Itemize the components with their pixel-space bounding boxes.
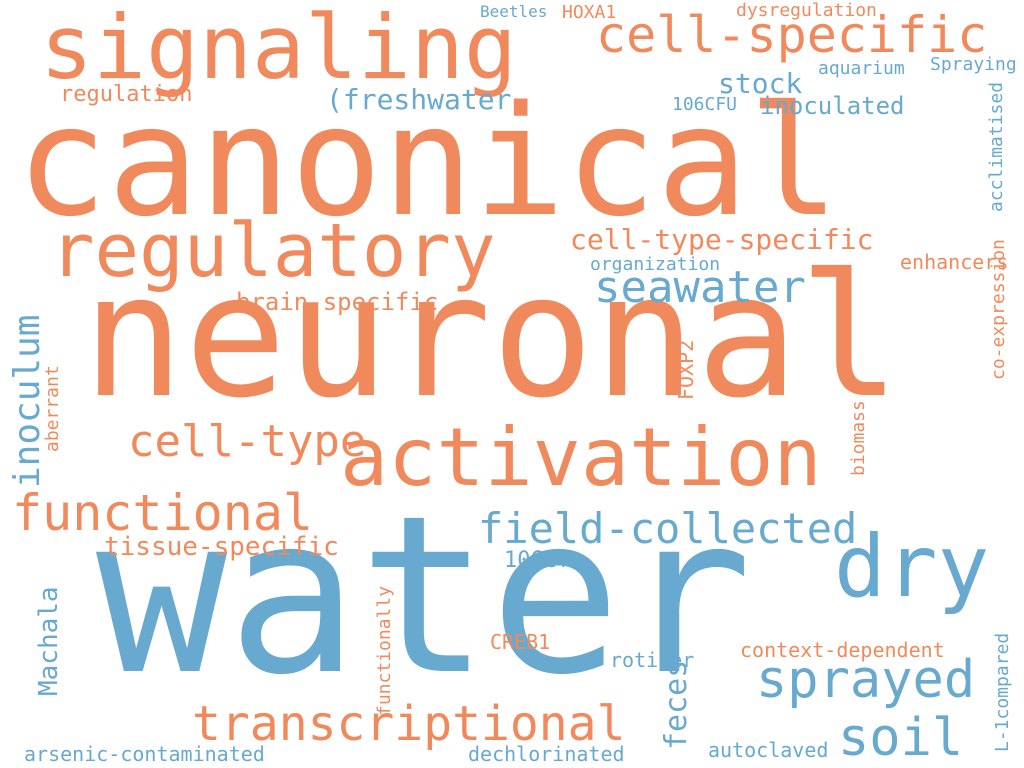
word-feces: feces [659,659,694,750]
word-machala: Machala [34,586,64,696]
word-hoxa1: HOXA1 [562,2,617,23]
word-functional: functional [12,484,314,542]
word-co-expression: biomass [848,400,869,476]
word-beetles: Beetles [480,2,548,21]
word-soil: soil [838,708,964,768]
word-dry: dry [834,517,990,617]
word-spraying: Spraying [930,54,1017,75]
word-dechlorinated: dechlorinated [468,742,625,766]
word-regulation: regulation [60,82,193,107]
word-inoculated: inoculated [760,92,905,120]
word-signaling: signaling [40,0,517,99]
word-context-dependent: context-dependent [740,638,945,662]
word-brain-specific: brain-specific [236,288,439,316]
word-cell-specific: cell-specific [596,6,988,64]
word-enhancers: enhancers [900,250,1009,274]
word-sprayed: sprayed [756,650,976,710]
word-cell-type-specific: cell-type-specific [570,223,874,256]
word-rotifer: rotifer [610,648,695,672]
word-dysregulation: dysregulation [736,0,877,21]
word-106cfu-upper: 106CFU [672,94,738,115]
word-acclimatised: acclimatised [986,81,1007,212]
word-l-1compared: L-1compared [992,632,1013,752]
word-arsenic-contaminated: arsenic-contaminated [24,742,265,766]
word-stock: stock [718,67,803,100]
word-functionally: functionally [374,585,395,716]
word-canonical: canonical [16,73,840,250]
word-foxp2: FOXP2 [674,339,698,400]
word-seawater: seawater [594,262,806,313]
word-activation: activation [340,411,822,504]
word-aberrant: aberrant [42,365,63,452]
word-aquarium: aquarium [818,58,905,79]
word-freshwater: (freshwater [326,83,512,116]
word-regulatory: regulatory [50,208,496,294]
word-biomass: organization [590,254,721,275]
word-water: water [96,470,753,723]
word-106cfu: 106cfu [504,548,584,573]
word-creb1: CREB1 [490,630,551,654]
word-neuronal: neuronal [82,238,901,436]
word-autoclaved: autoclaved [708,738,829,762]
word-tissue-specific: tissue-specific [104,532,339,562]
word-transcriptional: transcriptional [192,696,626,752]
word-field-collected: field-collected [478,504,858,553]
word-cell-type: cell-type [128,416,367,467]
word-organization: co-expression [988,239,1009,380]
word-inoculum: inoculum [7,314,48,488]
